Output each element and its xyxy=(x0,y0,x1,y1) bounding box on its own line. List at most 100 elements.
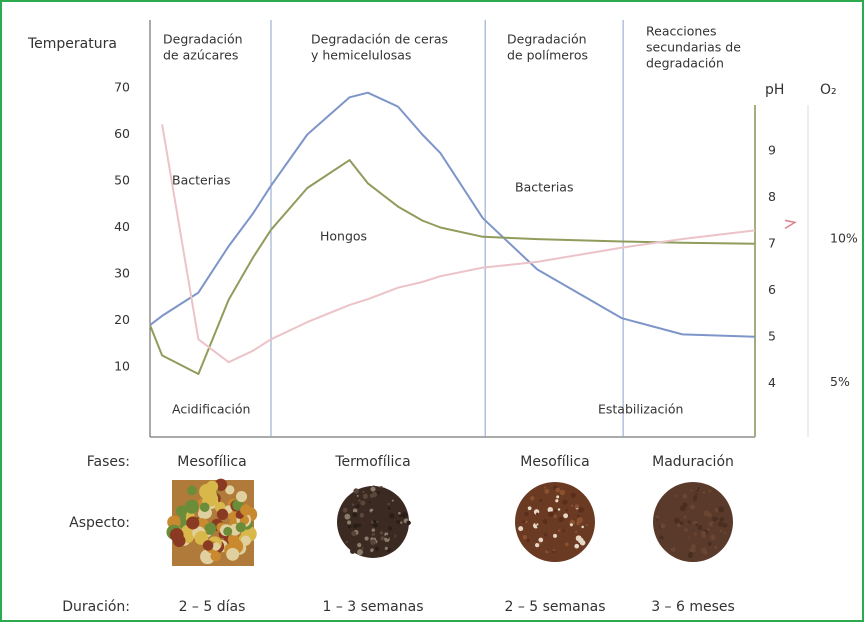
y-tick-label: 50 xyxy=(114,173,130,188)
aspect-speck xyxy=(576,521,580,525)
aspect-speck xyxy=(200,502,210,512)
aspect-speck xyxy=(719,503,721,505)
aspect-speck xyxy=(696,516,698,518)
phase-name: Termofílica xyxy=(334,454,410,470)
y-tick-label: 20 xyxy=(114,312,130,327)
aspect-speck xyxy=(716,518,718,520)
aspect-speck xyxy=(687,537,689,539)
aspect-speck xyxy=(357,495,359,497)
aspect-speck xyxy=(715,508,719,512)
aspect-speck xyxy=(358,499,360,501)
phase-name: Mesofílica xyxy=(177,454,246,470)
y-tick-label: 40 xyxy=(114,219,130,234)
aspect-speck xyxy=(688,553,693,558)
aspect-speck xyxy=(392,500,394,502)
aspect-speck xyxy=(359,513,364,518)
annotation: Hongos xyxy=(320,229,367,244)
aspect-speck xyxy=(526,539,530,543)
aspect-speck xyxy=(656,519,658,521)
aspect-speck xyxy=(405,514,408,517)
aspect-speck xyxy=(372,528,375,531)
aspect-speck xyxy=(377,500,381,504)
phase-title: secundarias de xyxy=(646,40,741,55)
aspect-speck xyxy=(562,529,565,532)
aspect-speck xyxy=(361,495,363,497)
aspect-speck xyxy=(373,520,376,523)
aspect-speck xyxy=(205,524,213,532)
aspect-speck xyxy=(535,522,537,524)
phase-title: Degradación xyxy=(507,32,587,47)
aspect-speck xyxy=(697,525,702,530)
aspect-speck xyxy=(694,533,697,536)
aspect-speck xyxy=(693,495,697,499)
frame xyxy=(1,1,863,621)
aspect-speck xyxy=(575,504,579,508)
aspect-speck xyxy=(396,520,400,524)
aspect-speck xyxy=(657,527,660,530)
aspect-speck xyxy=(577,515,580,518)
aspect-speck xyxy=(393,535,395,537)
aspect-speck xyxy=(555,488,560,493)
aspect-speck xyxy=(372,511,376,515)
chart: Temperatura pH O₂ 1020304050607045678910… xyxy=(0,0,864,622)
aspect-speck xyxy=(353,523,358,528)
aspect-speck xyxy=(544,533,547,536)
aspect-speck xyxy=(586,524,588,526)
aspect-speck xyxy=(375,547,379,551)
aspect-speck xyxy=(562,499,567,504)
aspect-speck xyxy=(668,542,671,545)
aspect-speck xyxy=(387,522,390,525)
aspect-speck xyxy=(684,528,688,532)
aspect-speck xyxy=(553,515,556,518)
aspect-speck xyxy=(535,499,538,502)
duration: 3 – 6 meses xyxy=(651,599,735,615)
aspect-speck xyxy=(575,531,577,533)
aspect-speck xyxy=(346,541,348,543)
aspect-speck xyxy=(395,503,400,508)
aspect-speck xyxy=(674,518,680,524)
aspect-speck xyxy=(223,527,232,536)
aspect-speck xyxy=(372,504,375,507)
aspect-speck xyxy=(540,507,544,511)
aspect-speck xyxy=(538,538,543,543)
aspect-speck xyxy=(356,504,359,507)
aspect-speck xyxy=(698,500,703,505)
aspect-speck xyxy=(203,540,214,551)
aspect-speck xyxy=(702,526,705,529)
phase-title: de polímeros xyxy=(507,48,588,63)
row-label: Duración: xyxy=(62,599,130,615)
aspect-speck xyxy=(696,489,699,492)
y2-tick-label: 7 xyxy=(768,235,776,250)
aspect-speck xyxy=(187,486,197,496)
aspect-speck xyxy=(403,523,407,527)
aspect-speck xyxy=(370,539,376,545)
y3-tick-label: 5% xyxy=(830,374,850,389)
aspect-speck xyxy=(199,484,215,500)
aspect-speck xyxy=(362,547,364,549)
aspect-speck xyxy=(351,531,356,536)
aspect-speck xyxy=(530,496,534,500)
aspect-speck xyxy=(724,532,727,535)
aspect-speck xyxy=(659,510,663,514)
aspect-speck xyxy=(359,493,361,495)
aspect-speck xyxy=(523,525,526,528)
aspect-speck xyxy=(704,510,710,516)
aspect-speck xyxy=(669,544,673,548)
row-label: Fases: xyxy=(87,454,130,470)
aspect-speck xyxy=(363,494,368,499)
aspect-speck xyxy=(360,501,365,506)
aspect-speck xyxy=(398,512,401,515)
phase-title: degradación xyxy=(646,56,724,71)
aspect-speck xyxy=(563,513,568,518)
aspect-speck xyxy=(385,547,388,550)
aspect-speck xyxy=(578,507,584,513)
y2-tick-label: 6 xyxy=(768,282,776,297)
aspect-speck xyxy=(544,487,546,489)
aspect-speck xyxy=(362,491,364,493)
aspect-speck xyxy=(718,521,723,526)
aspect-speck xyxy=(539,499,542,502)
aspect-speck xyxy=(555,538,558,541)
aspect-speck xyxy=(698,487,700,489)
aspect-speck xyxy=(695,523,698,526)
y2-tick-label: 8 xyxy=(768,189,776,204)
